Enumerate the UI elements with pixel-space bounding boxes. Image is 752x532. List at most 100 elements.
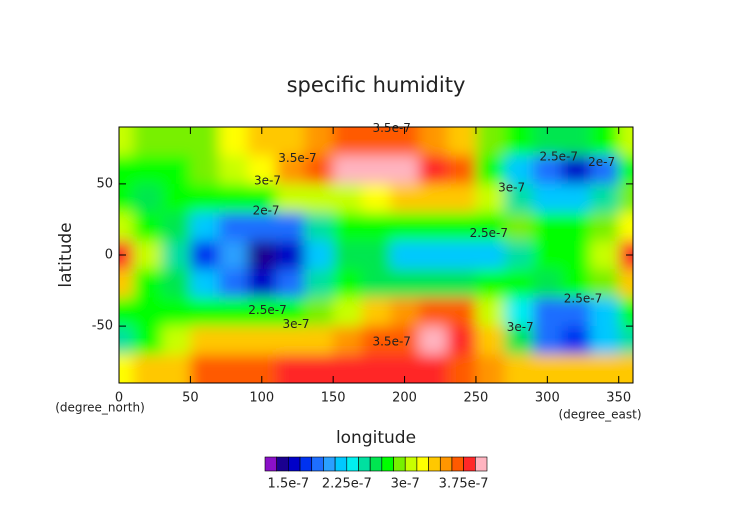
- colorbar-label: 3.75e-7: [439, 477, 489, 492]
- contour-label: 3e-7: [283, 317, 310, 331]
- field-cell: [475, 155, 505, 185]
- colorbar-box: [346, 456, 359, 472]
- colorbar-box: [288, 456, 301, 472]
- field-cell: [304, 155, 334, 185]
- field-cell: [190, 269, 220, 299]
- field-cell: [475, 240, 505, 270]
- field-cell: [418, 212, 448, 242]
- field-cell: [618, 297, 633, 327]
- field-cell: [475, 212, 505, 242]
- contour-label: 2e-7: [588, 155, 615, 169]
- field-cell: [276, 326, 306, 356]
- colorbar-box: [475, 456, 488, 472]
- contour-label: 3e-7: [254, 174, 281, 188]
- contour-label: 3e-7: [507, 320, 534, 334]
- field-cell: [304, 212, 334, 242]
- field-cell: [333, 183, 363, 213]
- field-cell: [390, 326, 420, 356]
- field-cell: [218, 155, 248, 185]
- x-tick-label: 300: [535, 391, 560, 406]
- field-cell: [218, 127, 248, 156]
- field-cell: [333, 269, 363, 299]
- field-cell: [333, 155, 363, 185]
- field-cell: [119, 183, 134, 213]
- field-cell: [361, 354, 391, 383]
- x-tick-label: 350: [606, 391, 631, 406]
- contour-label: 3.5e-7: [372, 121, 410, 135]
- field-cell: [161, 155, 191, 185]
- field-cell: [618, 127, 633, 156]
- field-cell: [247, 183, 277, 213]
- field-cell: [190, 183, 220, 213]
- field-cell: [304, 354, 334, 383]
- field-cell: [119, 297, 134, 327]
- field-cell: [304, 183, 334, 213]
- field-cell: [590, 297, 620, 327]
- field-cell: [561, 212, 591, 242]
- contour-label: 2.5e-7: [248, 303, 286, 317]
- field-cell: [333, 127, 363, 156]
- field-cell: [618, 354, 633, 383]
- colorbar-label: 1.5e-7: [268, 477, 310, 492]
- field-cell: [447, 212, 477, 242]
- field-cell: [418, 240, 448, 270]
- field-cell: [504, 183, 534, 213]
- field-cell: [119, 269, 134, 299]
- field-cell: [190, 354, 220, 383]
- field-cell: [333, 212, 363, 242]
- field-cell: [475, 127, 505, 156]
- field-cell: [618, 183, 633, 213]
- field-cell: [276, 127, 306, 156]
- field-cell: [561, 240, 591, 270]
- field-cell: [390, 240, 420, 270]
- colorbar-box: [358, 456, 371, 472]
- y-tick-label: 50: [96, 176, 113, 191]
- field-cell: [119, 212, 134, 242]
- field-cell: [561, 297, 591, 327]
- chart-title: specific humidity: [287, 73, 466, 97]
- field-cell: [561, 183, 591, 213]
- field-cell: [504, 240, 534, 270]
- field-cell: [590, 155, 620, 185]
- field-cell: [161, 354, 191, 383]
- field-cell: [333, 240, 363, 270]
- field-cell: [119, 155, 134, 185]
- field-cell: [276, 183, 306, 213]
- field-cell: [119, 326, 134, 356]
- field-cell: [133, 212, 163, 242]
- field-cell: [618, 155, 633, 185]
- field-cell: [590, 354, 620, 383]
- field-cell: [276, 212, 306, 242]
- field-cell: [247, 269, 277, 299]
- field-cell: [590, 326, 620, 356]
- field-cell: [475, 354, 505, 383]
- field-cell: [447, 240, 477, 270]
- contour-label: 3.5e-7: [372, 334, 410, 348]
- field-cell: [618, 326, 633, 356]
- field-cell: [533, 155, 563, 185]
- field-cell: [561, 269, 591, 299]
- field-cell: [390, 212, 420, 242]
- field-cell: [247, 240, 277, 270]
- colorbar-box: [323, 456, 336, 472]
- y-tick-label: 0: [105, 248, 113, 263]
- field-cell: [361, 269, 391, 299]
- field-cell: [475, 269, 505, 299]
- contour-label: 2.5e-7: [470, 226, 508, 240]
- colorbar-label: 3e-7: [391, 477, 420, 492]
- field-cell: [447, 269, 477, 299]
- y-unit: (degree_north): [55, 401, 145, 415]
- colorbar-box: [381, 456, 394, 472]
- field-cell: [218, 269, 248, 299]
- field-cell: [161, 297, 191, 327]
- field-cell: [333, 354, 363, 383]
- field-cell: [304, 240, 334, 270]
- colorbar-box: [416, 456, 429, 472]
- field-cell: [218, 240, 248, 270]
- x-tick-label: 250: [464, 391, 489, 406]
- field-cell: [133, 183, 163, 213]
- x-tick-label: 50: [182, 391, 199, 406]
- contour-label: 2e-7: [253, 203, 280, 217]
